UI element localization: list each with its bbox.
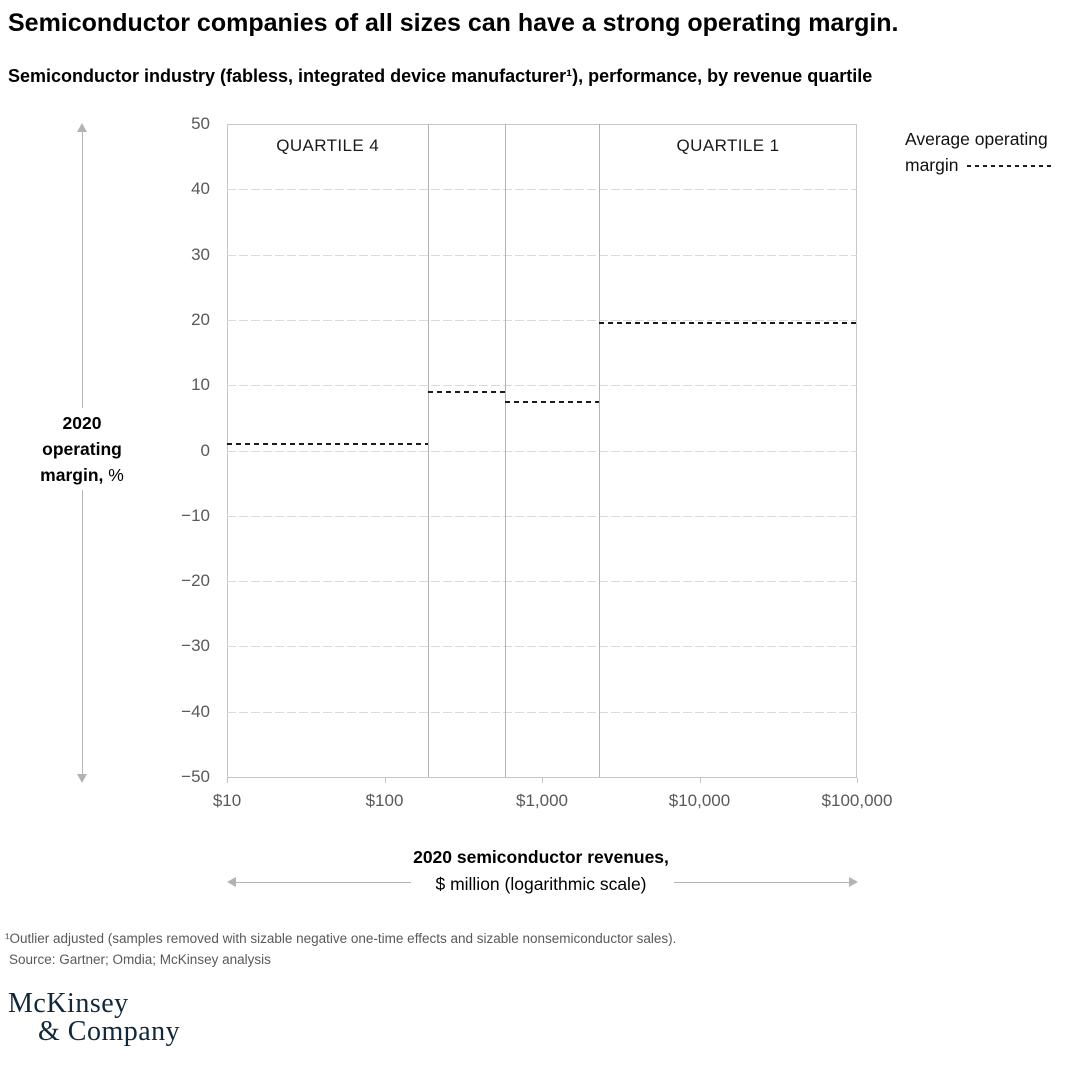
arrow-right-icon — [849, 877, 858, 887]
x-tick-label: $100,000 — [821, 791, 893, 810]
avg-operating-margin-line-quartile-3 — [428, 390, 505, 393]
avg-operating-margin-line-quartile-1 — [598, 322, 857, 325]
y-gridline — [227, 450, 857, 452]
quartile-region-label: QUARTILE 1 — [676, 136, 780, 155]
x-tick-mark — [384, 778, 386, 783]
y-gridline — [227, 711, 857, 713]
x-tick-label: $1,000 — [516, 791, 568, 810]
x-tick-mark — [227, 778, 228, 783]
y-axis-title-line3: margin, % — [40, 465, 124, 485]
arrow-line — [674, 882, 850, 883]
legend-label: Average operating margin — [905, 129, 1048, 175]
x-axis-title-line2: $ million (logarithmic scale) — [435, 874, 647, 894]
logo-line2: & Company — [38, 1016, 181, 1047]
y-gridline — [227, 254, 857, 256]
y-tick-label: −40 — [181, 701, 210, 721]
y-gridline — [227, 581, 857, 583]
y-gridline — [227, 515, 857, 517]
quartile-boundary-line — [505, 124, 506, 777]
y-axis-title-line1: 2020 — [62, 413, 102, 433]
arrow-up-icon — [77, 123, 87, 132]
x-axis-title-line1: 2020 semiconductor revenues, — [413, 847, 669, 867]
y-tick-label: −30 — [181, 636, 210, 656]
chart-subtitle: Semiconductor industry (fabless, integra… — [8, 66, 873, 86]
y-axis-title-line2: operating — [42, 439, 122, 459]
y-tick-label: 10 — [191, 375, 210, 395]
source-line: Source: Gartner; Omdia; McKinsey analysi… — [9, 952, 271, 967]
x-tick-mark — [699, 778, 701, 783]
quartile-boundary-line — [428, 124, 429, 777]
y-axis-title: 2020 operating margin, % — [38, 408, 126, 490]
x-tick-label: $100 — [365, 791, 404, 810]
y-tick-label: −10 — [181, 505, 210, 525]
x-tick-mark — [857, 778, 858, 783]
x-tick-mark — [542, 778, 543, 783]
logo-line1: McKinsey — [8, 988, 129, 1019]
quartile-region-label: QUARTILE 4 — [276, 136, 380, 155]
y-tick-label: −50 — [181, 767, 210, 786]
avg-operating-margin-line-quartile-2 — [504, 400, 599, 403]
x-axis-title: 2020 semiconductor revenues, $ million (… — [341, 844, 741, 898]
legend: Average operating margin — [905, 126, 1080, 178]
x-tick-label: $10,000 — [668, 791, 731, 810]
x-axis-range-arrow-left — [227, 877, 411, 888]
dashed-line-swatch-icon — [966, 165, 1053, 167]
mckinsey-logo: McKinsey & Company — [8, 990, 180, 1046]
x-axis-range-arrow-right — [674, 877, 858, 888]
quartile-boundary-line — [599, 124, 600, 777]
y-gridline — [227, 646, 857, 648]
y-tick-label: 0 — [200, 440, 210, 460]
y-gridline — [227, 385, 857, 387]
page-title: Semiconductor companies of all sizes can… — [8, 9, 899, 37]
y-tick-label: 20 — [191, 309, 210, 329]
y-tick-label: 40 — [191, 179, 210, 199]
avg-operating-margin-line-quartile-4 — [227, 442, 429, 445]
arrow-down-icon — [77, 774, 87, 783]
arrow-line — [235, 882, 411, 883]
y-tick-label: 50 — [191, 114, 210, 133]
footnote: ¹Outlier adjusted (samples removed with … — [5, 931, 677, 946]
y-gridline — [227, 319, 857, 321]
arrow-left-icon — [227, 877, 236, 887]
y-tick-label: −20 — [181, 571, 210, 591]
y-tick-label: 30 — [191, 244, 210, 264]
x-tick-label: $10 — [212, 791, 242, 810]
y-gridline — [227, 189, 857, 191]
